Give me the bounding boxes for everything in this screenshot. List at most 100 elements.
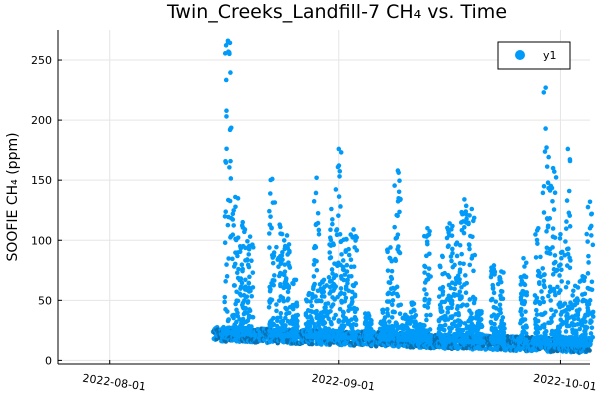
data-point	[309, 291, 315, 297]
data-point	[478, 317, 483, 323]
data-point	[222, 294, 228, 300]
data-point	[352, 293, 358, 299]
data-point	[225, 222, 231, 228]
data-point	[319, 329, 325, 334]
data-point	[320, 280, 325, 285]
data-point	[286, 242, 292, 247]
data-point	[490, 265, 496, 271]
data-point	[449, 305, 454, 311]
data-point	[364, 320, 370, 326]
data-point	[535, 299, 540, 304]
data-point	[458, 320, 464, 325]
data-point	[330, 217, 335, 222]
data-point	[334, 228, 339, 233]
data-point	[291, 281, 296, 287]
data-point	[548, 298, 553, 303]
data-point	[314, 298, 319, 304]
data-point	[267, 328, 272, 334]
data-point	[316, 227, 322, 233]
data-point	[542, 330, 547, 336]
data-point	[534, 237, 540, 243]
data-point	[518, 297, 524, 303]
data-point	[313, 190, 319, 196]
data-point	[520, 318, 525, 324]
data-point	[225, 325, 230, 331]
data-point	[444, 235, 450, 241]
data-point	[569, 302, 575, 307]
data-point	[276, 298, 282, 303]
data-point	[311, 199, 317, 204]
data-point	[225, 197, 231, 203]
data-point	[225, 309, 230, 314]
data-point	[327, 279, 333, 284]
data-point	[281, 327, 287, 333]
data-point	[558, 231, 563, 237]
data-point	[401, 326, 407, 332]
data-point	[269, 225, 274, 231]
legend: y1	[497, 41, 571, 70]
data-point	[523, 337, 529, 342]
data-point	[330, 221, 335, 227]
data-point	[320, 321, 326, 327]
data-point	[560, 342, 566, 348]
data-point	[444, 339, 450, 344]
data-point	[390, 302, 395, 308]
data-point	[489, 313, 495, 319]
data-point	[554, 267, 560, 273]
data-point	[226, 256, 231, 261]
data-point	[565, 336, 570, 341]
data-point	[477, 335, 482, 341]
data-point	[541, 299, 547, 305]
data-point	[278, 224, 283, 230]
data-point	[281, 238, 287, 243]
data-point	[237, 316, 242, 322]
data-point	[247, 274, 252, 280]
data-point	[408, 310, 414, 315]
data-point	[248, 332, 254, 338]
data-point	[303, 311, 309, 316]
data-point	[270, 260, 276, 266]
data-point	[540, 295, 545, 301]
data-point	[338, 204, 343, 209]
data-point	[343, 248, 349, 254]
data-point	[563, 226, 569, 231]
data-point	[587, 348, 592, 353]
data-point	[437, 263, 443, 269]
y-tick-label: 0	[45, 354, 52, 367]
data-point	[272, 273, 277, 278]
data-point	[577, 279, 583, 284]
data-point	[457, 280, 462, 286]
data-point	[333, 312, 338, 318]
data-point	[309, 303, 315, 309]
data-point	[586, 286, 592, 291]
data-point	[245, 262, 251, 268]
data-point	[323, 305, 328, 310]
data-point	[424, 291, 429, 297]
data-point	[242, 325, 247, 331]
data-point	[320, 315, 325, 321]
data-point	[312, 310, 318, 315]
data-point	[519, 278, 525, 284]
data-point	[551, 169, 557, 174]
data-point	[222, 214, 228, 219]
data-point	[351, 227, 356, 232]
data-point	[386, 299, 392, 304]
data-point	[281, 284, 287, 290]
data-point	[532, 293, 538, 298]
data-point	[555, 335, 560, 341]
data-point	[557, 273, 562, 278]
data-point	[533, 330, 538, 336]
data-point	[543, 85, 548, 90]
data-point	[389, 315, 395, 320]
data-point	[234, 270, 240, 276]
data-point	[425, 241, 430, 247]
data-point	[463, 209, 469, 214]
data-point	[552, 190, 558, 196]
y-tick-label: 100	[31, 234, 52, 247]
data-point	[328, 330, 334, 335]
data-point	[498, 310, 503, 316]
data-point	[439, 299, 445, 305]
data-point	[230, 331, 235, 337]
data-point	[580, 317, 586, 323]
data-point	[267, 319, 273, 325]
